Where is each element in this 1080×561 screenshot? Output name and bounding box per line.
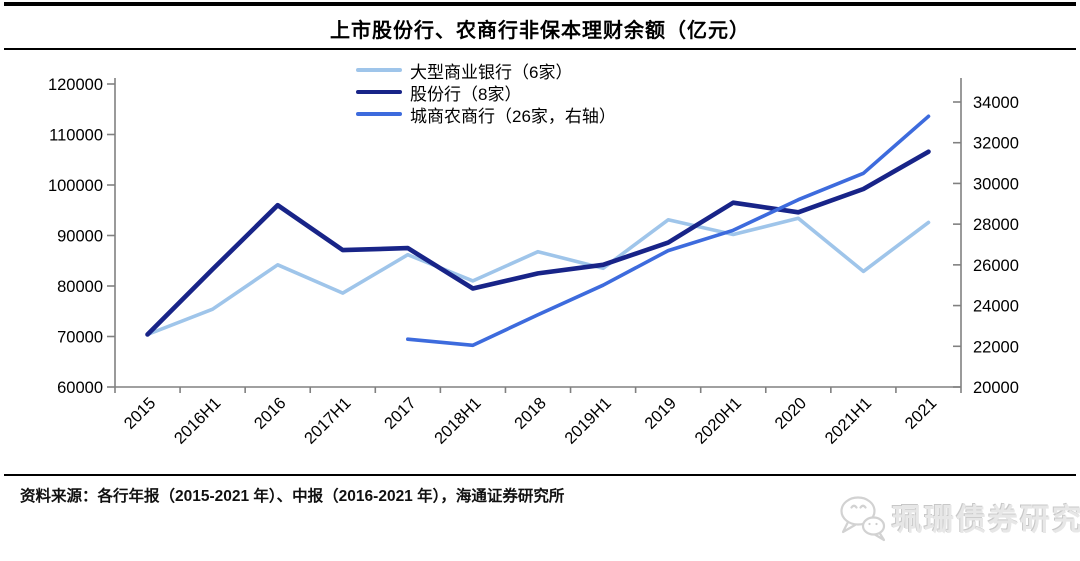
left-axis-tick-label: 100000 [48,177,103,195]
x-axis-label-2019H1: 2019H1 [561,394,615,448]
right-axis-tick-label: 22000 [973,338,1019,356]
right-axis-tick-label: 20000 [973,379,1019,397]
legend-label-0: 大型商业银行（6家） [410,62,573,82]
right-axis-tick-label: 28000 [973,216,1019,234]
left-axis-tick-label: 80000 [57,278,103,296]
x-axis-label-2017: 2017 [381,394,420,433]
left-axis-tick-label: 60000 [57,379,103,397]
top-border-line [4,2,1076,6]
watermark-text: 珮珊债券研究 [892,504,1080,537]
right-axis-tick-label: 26000 [973,257,1019,275]
line-city-rural-commercial-banks [405,114,931,348]
x-axis-label-2021: 2021 [902,394,941,433]
left-axis-tick-label: 110000 [49,127,103,145]
right-axis-tick-label: 34000 [973,94,1019,112]
right-axis-tick-label: 32000 [973,135,1019,153]
legend-item-2: 城商农商行（26家，右轴） [356,103,616,126]
x-axis-label-2017H1: 2017H1 [301,394,355,448]
legend-item-1: 股份行（8家） [356,81,616,104]
legend-item-0: 大型商业银行（6家） [356,59,616,82]
left-axis-tick-label: 90000 [57,228,103,246]
x-axis-label-2016: 2016 [251,394,290,433]
x-axis-label-2020: 2020 [771,394,810,433]
left-axis-tick-label: 120000 [48,76,103,94]
line-large-commercial-banks [145,216,931,337]
source-note: 资料来源：各行年报（2015-2021 年）、中报（2016-2021 年），海… [20,488,565,505]
x-axis-label-2018H1: 2018H1 [431,394,485,448]
legend-swatch-0 [356,68,402,72]
left-axis-tick-label: 70000 [57,329,103,347]
legend-label-2: 城商农商行（26家，右轴） [410,106,616,126]
x-axis-label-2018: 2018 [511,394,550,433]
wechat-icon [840,496,886,542]
line-joint-stock-banks [145,149,931,337]
title-divider-line [4,48,1076,50]
legend-label-1: 股份行（8家） [410,84,522,104]
line-chart: 120000 110000 100000 90000 80000 70000 60000 34… [48,76,1019,448]
left-axis-ticks: 120000 110000 100000 90000 80000 70000 60000 [48,76,115,397]
chart-title: 上市股份行、农商行非保本理财余额（亿元） [330,20,750,42]
x-axis-label-2016H1: 2016H1 [171,394,225,448]
right-axis-ticks: 34000 32000 30000 28000 26000 24000 22000 20000 [953,94,1019,397]
right-axis-tick-label: 24000 [973,298,1019,316]
right-axis-tick-label: 30000 [973,175,1019,193]
chart-legend: 大型商业银行（6家） 股份行（8家） 城商农商行（26家，右轴） [356,59,616,126]
axes [114,78,962,388]
legend-swatch-1 [356,90,402,94]
x-axis-label-2021H1: 2021H1 [822,394,876,448]
x-axis-label-2019: 2019 [641,394,680,433]
legend-swatch-2 [356,112,402,116]
x-axis-label-2020H1: 2020H1 [691,394,745,448]
x-axis-ticks: 2015 2016H1 2016 2017H1 2017 2018H1 2018 2019H1… [114,387,962,448]
footer-divider-line [4,474,1076,476]
publisher-watermark: 珮珊债券研究 [838,490,1080,544]
x-axis-label-2015: 2015 [121,394,160,433]
